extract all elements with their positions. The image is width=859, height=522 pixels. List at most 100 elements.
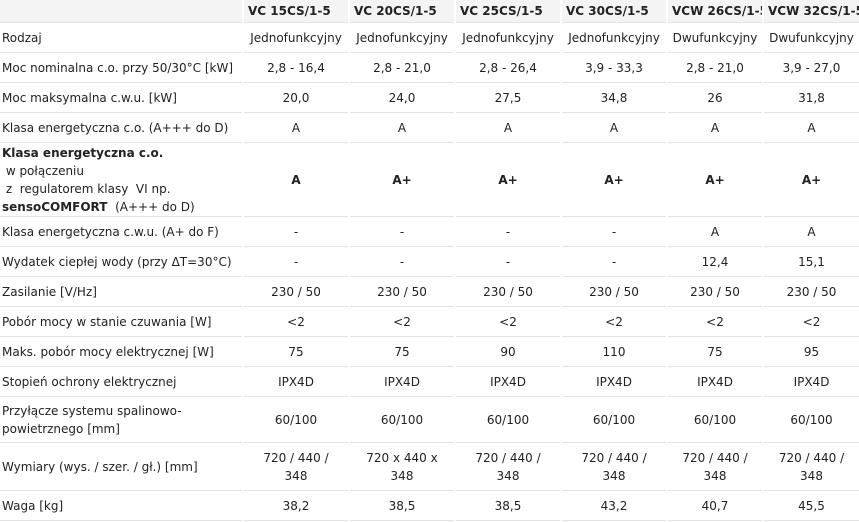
value-cell: <2 (456, 308, 560, 336)
row-label: Rodzaj (0, 24, 242, 52)
value-cell: <2 (668, 308, 762, 336)
value-cell: - (350, 248, 454, 276)
row-label-text: Wydatek ciepłej wody (przy ΔT=30°C) (2, 255, 232, 269)
value-line: 348 (602, 469, 626, 483)
column-header: VC 25CS/1-5 (456, 0, 560, 22)
value-cell: A (764, 218, 859, 246)
value-cell: A (244, 114, 348, 142)
value-cell: IPX4D (764, 368, 859, 396)
row-label: Klasa energetyczna c.o. w połączeniu z r… (0, 144, 242, 216)
row-label-text: Klasa energetyczna c.o. (A+++ do D) (2, 121, 229, 135)
value-cell: 75 (350, 338, 454, 366)
row-label: Wymiary (wys. / szer. / gł.) [mm] (0, 444, 242, 490)
value-cell: 43,2 (562, 492, 666, 520)
value-cell: Jednofunkcyjny (562, 24, 666, 52)
row-label-text: Stopień ochrony elektrycznej (2, 375, 177, 389)
value-cell: Jednofunkcyjny (244, 24, 348, 52)
row-label-text: Moc nominalna c.o. przy 50/30°C [kW] (2, 61, 234, 75)
value-cell: A (668, 218, 762, 246)
row-label-text: Waga [kg] (2, 499, 64, 513)
value-cell: - (244, 248, 348, 276)
table-row: Pobór mocy w stanie czuwania [W] <2 <2 <2 <2… (0, 308, 859, 336)
value-cell: - (456, 218, 560, 246)
row-label: Przyłącze systemu spalinowo-powietrznego… (0, 398, 242, 442)
row-label: Moc maksymalna c.w.u. [kW] (0, 84, 242, 112)
row-label-text: Rodzaj (2, 31, 42, 45)
value-line: 720 / 440 / (475, 451, 541, 465)
value-line: 348 (800, 469, 823, 483)
value-cell: - (244, 218, 348, 246)
value-cell: 60/100 (668, 398, 762, 442)
value-cell: 60/100 (764, 398, 859, 442)
value-cell: 24,0 (350, 84, 454, 112)
row-label-text: Zasilanie [V/Hz] (2, 285, 97, 299)
row-label: Klasa energetyczna c.o. (A+++ do D) (0, 114, 242, 142)
table-row: Moc maksymalna c.w.u. [kW] 20,0 24,0 27,5 34… (0, 84, 859, 112)
value-cell: 38,5 (350, 492, 454, 520)
value-cell: 60/100 (562, 398, 666, 442)
value-cell: 60/100 (244, 398, 348, 442)
header-corner (0, 0, 242, 22)
table-row: Klasa energetyczna c.w.u. (A+ do F) - - - - A… (0, 218, 859, 246)
value-cell: IPX4D (456, 368, 560, 396)
row-label-text: Wymiary (wys. / szer. / gł.) [mm] (2, 460, 198, 474)
value-cell: 720 / 440 / 348 (456, 444, 560, 490)
value-cell: A+ (562, 144, 666, 216)
value-cell: <2 (244, 308, 348, 336)
value-line: 720 / 440 / (581, 451, 647, 465)
value-cell: 38,2 (244, 492, 348, 520)
value-cell: 60/100 (350, 398, 454, 442)
value-line: 348 (390, 469, 414, 483)
value-cell: 20,0 (244, 84, 348, 112)
row-label-text: w połączeniu (2, 164, 84, 178)
row-label-text: powietrznego [mm] (2, 422, 120, 436)
value-line: 720 / 440 / (263, 451, 329, 465)
value-line: 348 (284, 469, 308, 483)
value-cell: A (350, 114, 454, 142)
column-header: VCW 26CS/1-5 (668, 0, 762, 22)
value-cell: 45,5 (764, 492, 859, 520)
row-label-text: Klasa energetyczna c.w.u. (A+ do F) (2, 225, 219, 239)
value-cell: 3,9 - 27,0 (764, 54, 859, 82)
value-cell: IPX4D (350, 368, 454, 396)
value-cell: 720 / 440 / 348 (668, 444, 762, 490)
table-row: Waga [kg] 38,2 38,5 38,5 43,2 40,7 45,5 (0, 492, 859, 520)
value-cell: 12,4 (668, 248, 762, 276)
table-row: Wydatek ciepłej wody (przy ΔT=30°C) - - - -1… (0, 248, 859, 276)
row-label: Moc nominalna c.o. przy 50/30°C [kW] (0, 54, 242, 82)
value-cell: 230 / 50 (244, 278, 348, 306)
value-cell: 230 / 50 (764, 278, 859, 306)
value-cell: 34,8 (562, 84, 666, 112)
row-label: Zasilanie [V/Hz] (0, 278, 242, 306)
value-cell: 2,8 - 21,0 (350, 54, 454, 82)
row-label: Pobór mocy w stanie czuwania [W] (0, 308, 242, 336)
value-cell: Jednofunkcyjny (456, 24, 560, 52)
row-label-text: z regulatorem klasy VI np. (2, 182, 171, 196)
header-row: VC 15CS/1-5 VC 20CS/1-5 VC 25CS/1-5 VC 30CS… (0, 0, 859, 22)
value-cell: 230 / 50 (350, 278, 454, 306)
row-label-text: Pobór mocy w stanie czuwania [W] (2, 315, 212, 329)
value-cell: IPX4D (668, 368, 762, 396)
value-line: 720 / 440 / (682, 451, 748, 465)
value-cell: Dwufunkcyjny (764, 24, 859, 52)
table-row: Przyłącze systemu spalinowo-powietrznego… (0, 398, 859, 442)
value-cell: A (456, 114, 560, 142)
row-label: Waga [kg] (0, 492, 242, 520)
value-cell: A+ (668, 144, 762, 216)
value-line: 720 x 440 x (366, 451, 438, 465)
table-row: Maks. pobór mocy elektrycznej [W] 75 75 90 1… (0, 338, 859, 366)
value-cell: 2,8 - 16,4 (244, 54, 348, 82)
value-cell: 75 (244, 338, 348, 366)
value-line: 348 (496, 469, 520, 483)
value-cell: Jednofunkcyjny (350, 24, 454, 52)
table-row: Wymiary (wys. / szer. / gł.) [mm] 720 / 4… (0, 444, 859, 490)
value-cell: 38,5 (456, 492, 560, 520)
value-cell: A (562, 114, 666, 142)
row-label-bold: Klasa energetyczna c.o. (2, 146, 164, 160)
value-cell: 27,5 (456, 84, 560, 112)
row-label-text: Przyłącze systemu spalinowo- (2, 404, 182, 418)
value-cell: - (456, 248, 560, 276)
value-line: 348 (703, 469, 727, 483)
value-cell: 40,7 (668, 492, 762, 520)
